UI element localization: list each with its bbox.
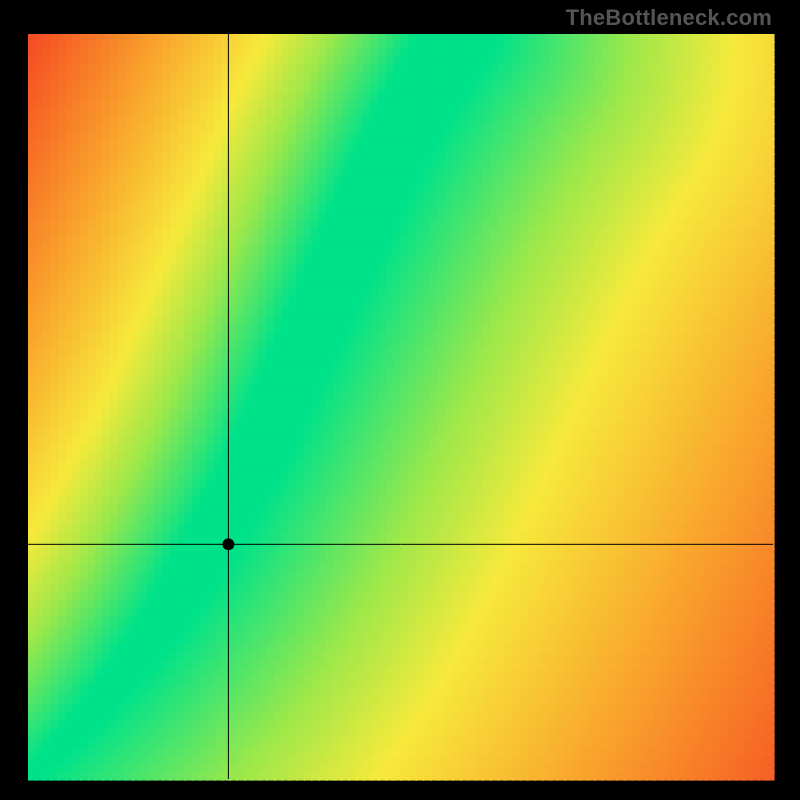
chart-container: { "watermark": { "text": "TheBottleneck.…: [0, 0, 800, 800]
bottleneck-heatmap: [0, 0, 800, 800]
watermark-text: TheBottleneck.com: [566, 5, 772, 31]
